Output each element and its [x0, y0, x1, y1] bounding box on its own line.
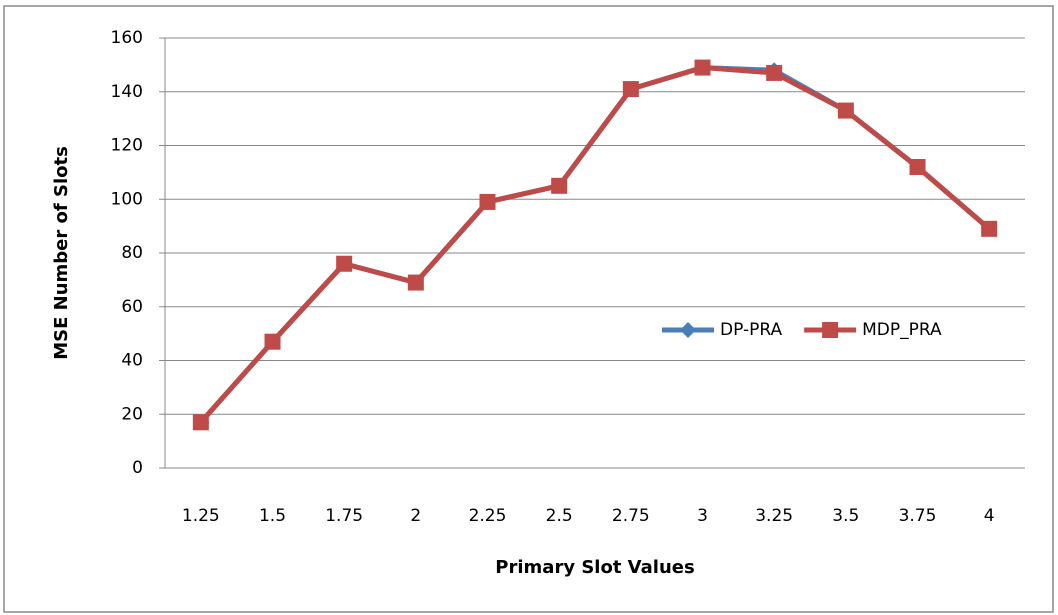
y-tick-label: 100 — [111, 189, 143, 209]
x-tick-label: 4 — [984, 506, 995, 526]
y-tick-label: 40 — [121, 351, 143, 371]
y-tick-label: 60 — [121, 297, 143, 317]
data-point — [622, 81, 639, 98]
x-tick-label: 3.5 — [832, 506, 859, 526]
data-point — [264, 333, 281, 350]
data-point — [479, 193, 496, 210]
data-point — [981, 220, 998, 237]
series-line — [198, 65, 991, 424]
chart-border — [3, 5, 1054, 613]
x-tick-label: 2.75 — [612, 506, 650, 526]
data-point — [192, 414, 209, 431]
x-tick-label: 1.75 — [325, 506, 363, 526]
y-tick-label: 0 — [132, 458, 143, 478]
y-tick-label: 140 — [111, 82, 143, 102]
y-tick-label: 120 — [111, 136, 143, 156]
x-tick-label: 3 — [697, 506, 708, 526]
legend-marker — [680, 322, 696, 338]
y-axis-title: MSE Number of Slots — [51, 146, 72, 360]
data-point — [766, 64, 783, 81]
x-tick-label: 1.25 — [182, 506, 220, 526]
legend-marker — [822, 322, 839, 338]
x-tick-label: 1.5 — [259, 506, 286, 526]
x-tick-label: 2.25 — [469, 506, 507, 526]
data-point — [909, 159, 926, 175]
y-tick-label: 160 — [111, 28, 143, 48]
legend-label: DP-PRA — [720, 320, 782, 340]
x-tick-label: 2.5 — [546, 506, 573, 526]
data-point — [407, 274, 424, 291]
x-tick-label: 3.25 — [755, 506, 793, 526]
x-tick-label: 2 — [410, 506, 421, 526]
y-tick-label: 80 — [121, 243, 143, 263]
data-point — [336, 255, 353, 272]
x-axis-title: Primary Slot Values — [495, 557, 694, 578]
data-point — [694, 59, 711, 76]
data-point — [837, 102, 854, 119]
data-point — [551, 177, 568, 194]
legend-label: MDP_PRA — [862, 320, 942, 340]
x-tick-label: 3.75 — [899, 506, 937, 526]
y-tick-label: 20 — [121, 404, 143, 424]
